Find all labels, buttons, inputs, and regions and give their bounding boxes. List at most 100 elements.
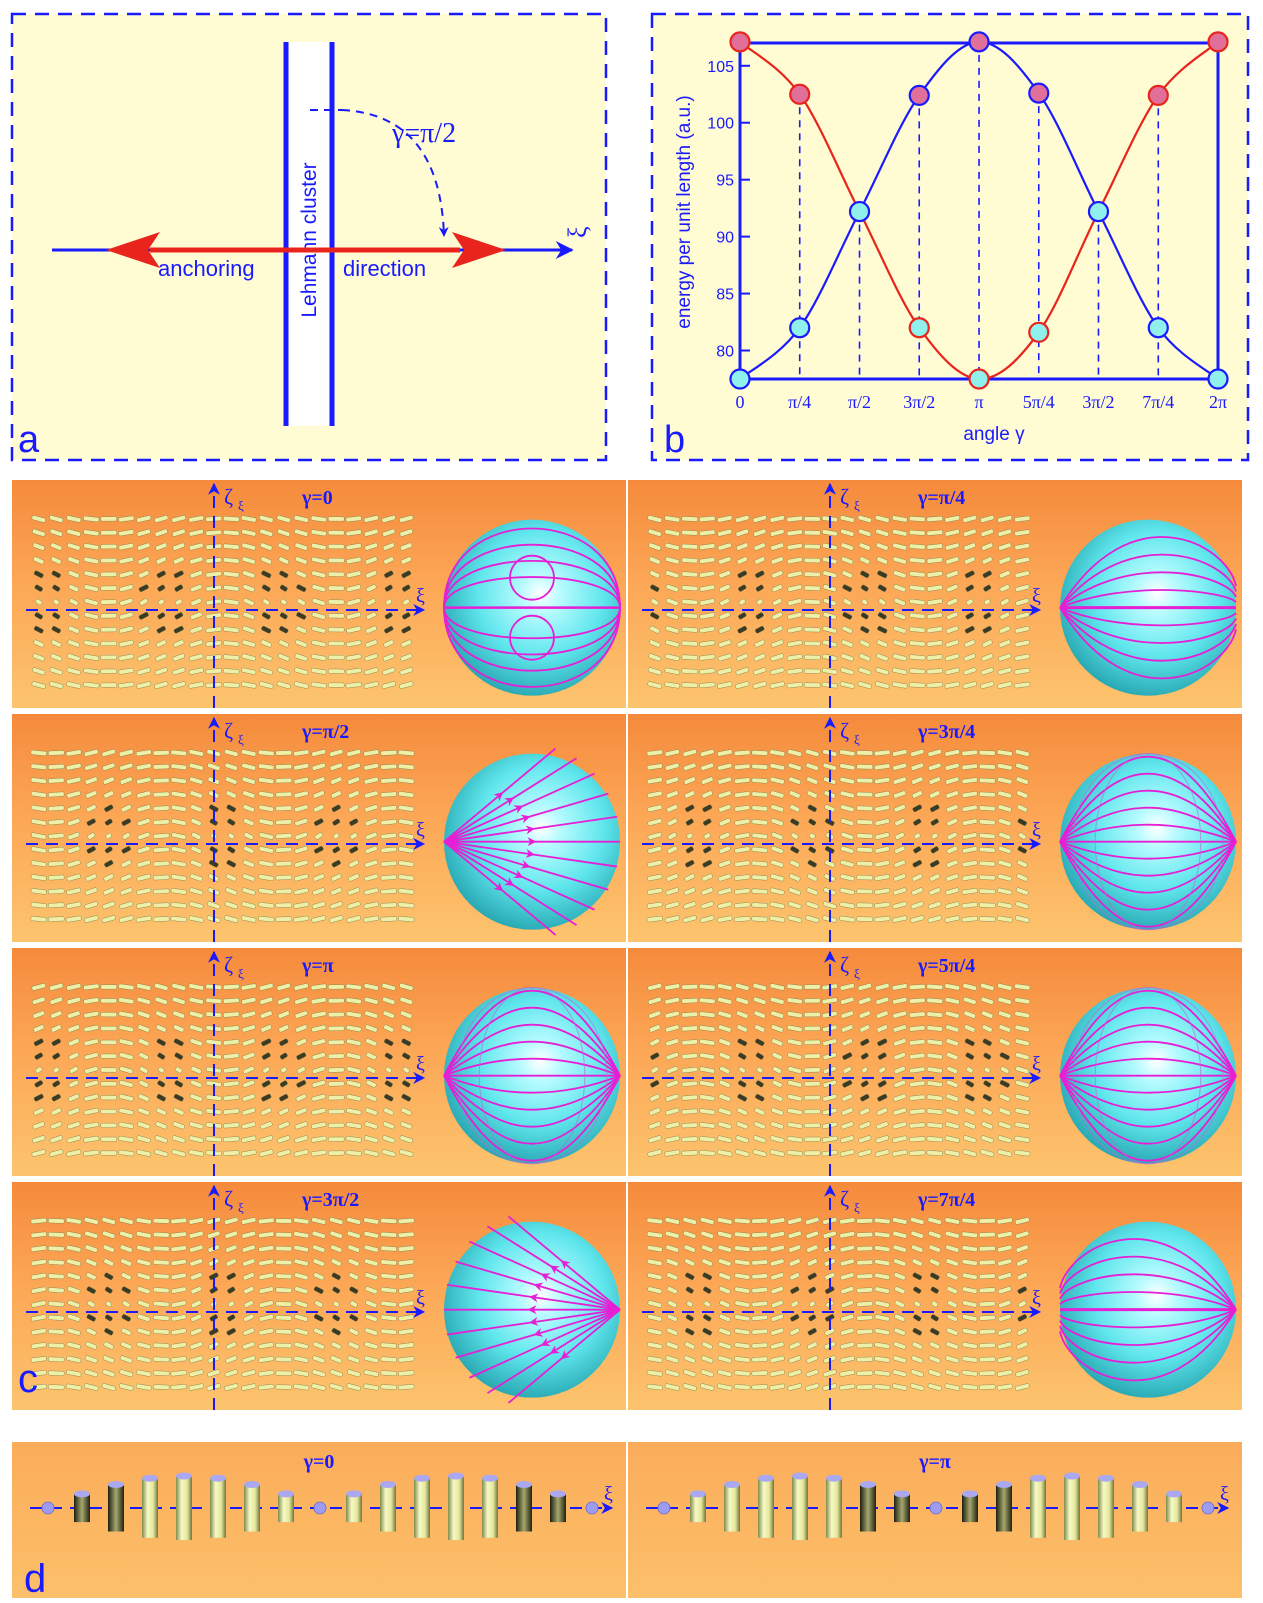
gamma-label: γ=π/2 — [301, 721, 349, 743]
director-rod — [913, 1300, 921, 1308]
director-rod — [188, 1369, 204, 1377]
director-rod — [699, 626, 716, 634]
y-tick-label: 80 — [716, 344, 734, 361]
director-rod — [50, 542, 63, 551]
director-rod — [665, 1230, 680, 1239]
director-rod — [997, 901, 1013, 909]
director-rod — [891, 515, 908, 523]
field-line — [443, 527, 621, 608]
director-rod — [296, 1066, 306, 1074]
director-rod — [892, 1107, 907, 1116]
field-line — [443, 989, 621, 1077]
director-rod — [979, 750, 996, 756]
director-rod — [979, 777, 996, 784]
director-rod — [647, 790, 663, 798]
molecule-cylinder — [1030, 1478, 1046, 1538]
director-rod — [83, 1107, 99, 1116]
director-rod — [384, 625, 394, 634]
director-rod — [769, 1355, 785, 1364]
director-rod — [398, 750, 415, 756]
director-rod — [892, 1355, 907, 1364]
director-rod — [1015, 887, 1029, 896]
director-rod — [788, 1258, 801, 1267]
director-rod — [979, 1245, 996, 1252]
director-rod — [856, 1342, 873, 1349]
cylinder-cap — [210, 1474, 226, 1482]
director-rod — [841, 639, 854, 648]
director-rod — [998, 1010, 1012, 1019]
director-rod — [874, 1328, 890, 1336]
director-rod — [275, 860, 292, 867]
director-rod — [1014, 681, 1031, 689]
director-rod — [913, 818, 922, 826]
director-rod — [275, 1301, 292, 1307]
director-rod — [665, 776, 679, 785]
director-rod — [49, 667, 63, 676]
director-rod — [856, 847, 873, 853]
director-rod — [157, 584, 166, 592]
director-rod — [911, 1244, 924, 1253]
director-rod — [190, 1327, 203, 1336]
director-rod — [242, 1272, 255, 1281]
director-rod — [191, 1300, 202, 1308]
director-rod — [398, 874, 415, 881]
director-rod — [365, 625, 378, 634]
director-rod — [100, 557, 117, 563]
director-rod — [48, 764, 65, 770]
director-rod — [961, 763, 978, 770]
director-rod — [682, 1383, 697, 1391]
director-rod — [755, 1080, 764, 1088]
director-rod — [718, 1093, 732, 1102]
director-rod — [892, 901, 907, 909]
director-rod — [965, 1080, 975, 1088]
director-rod — [980, 528, 994, 537]
director-rod — [751, 1342, 768, 1349]
director-rod — [734, 1231, 751, 1238]
director-rod — [875, 996, 889, 1005]
director-rod — [66, 667, 81, 676]
field-line — [443, 757, 578, 843]
director-rod — [155, 1010, 168, 1019]
director-rod — [875, 515, 890, 523]
director-rod — [223, 1025, 240, 1032]
director-rod — [753, 1135, 767, 1144]
field-line — [1059, 1007, 1237, 1077]
director-rod — [382, 653, 395, 662]
director-rod — [400, 653, 413, 662]
director-rod — [892, 915, 908, 923]
director-rod — [786, 1135, 803, 1143]
director-rod — [718, 1272, 731, 1281]
director-rod — [31, 515, 46, 523]
director-rod — [841, 625, 853, 634]
director-rod — [755, 625, 765, 634]
director-rod — [1014, 653, 1030, 661]
director-rod — [665, 1093, 680, 1102]
director-rod — [737, 1038, 748, 1047]
director-rod — [118, 1038, 134, 1046]
director-rod — [718, 1079, 731, 1088]
director-rod — [804, 682, 821, 688]
director-rod — [190, 804, 203, 813]
director-rod — [170, 749, 187, 756]
director-rod — [136, 996, 151, 1005]
director-rod — [738, 1052, 747, 1060]
director-rod — [788, 1355, 802, 1364]
director-rod — [402, 1066, 410, 1074]
director-rod — [347, 1244, 361, 1253]
director-rod — [877, 1093, 888, 1102]
director-rod — [104, 859, 114, 868]
director-rod — [770, 639, 784, 648]
director-rod — [961, 777, 978, 784]
director-rod — [261, 612, 271, 620]
director-rod — [928, 1244, 941, 1253]
director-rod — [681, 530, 698, 536]
director-rod — [226, 859, 236, 868]
panel-d-cells: γ=0ξγ=πξ — [12, 1442, 1242, 1598]
director-rod — [328, 1081, 345, 1087]
director-rod — [699, 1108, 716, 1115]
director-rod — [241, 1217, 257, 1225]
director-rod — [294, 1313, 309, 1322]
director-rod — [226, 1327, 236, 1336]
director-rod — [894, 1300, 905, 1308]
director-rod — [911, 1341, 923, 1350]
